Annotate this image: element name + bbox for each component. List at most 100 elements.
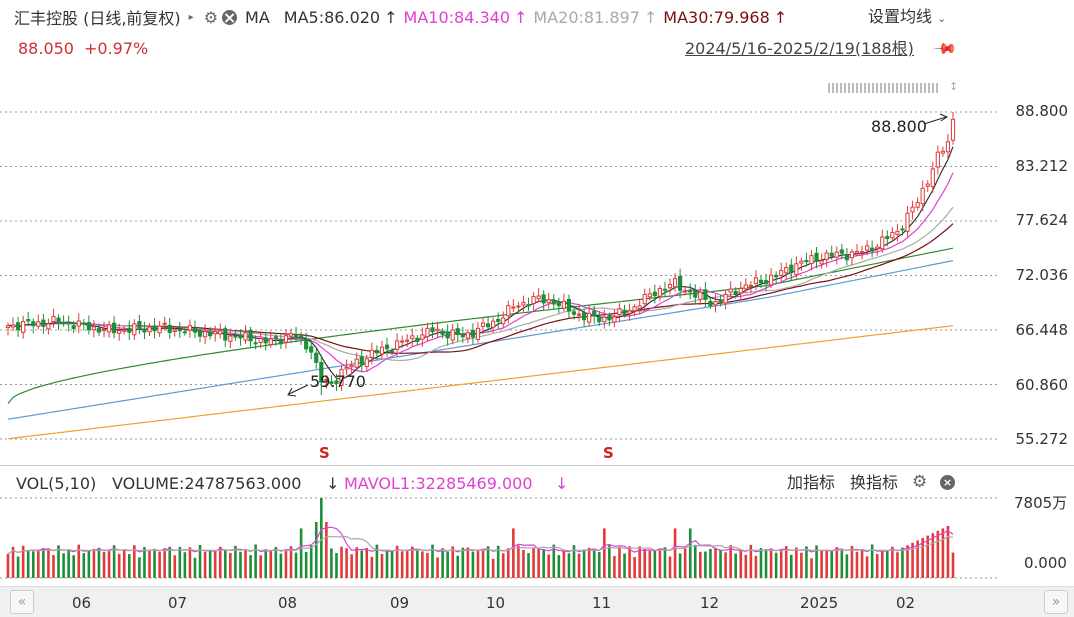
volume-bar [426,552,429,578]
volume-bar [845,554,849,578]
candle-up [5,325,11,329]
volume-bar [860,549,864,578]
volume-bar [522,549,525,578]
ma5-value: MA5:86.020 [283,7,381,27]
date-range[interactable]: 2024/5/16-2025/2/19(188根) [685,39,914,58]
volume-bar [901,547,904,578]
volume-bar [6,554,10,578]
volume-bar [416,550,419,578]
volume-bar [279,553,283,578]
ma-settings-button[interactable]: 设置均线 ⌄ [868,7,946,29]
volume-bar [21,545,25,578]
resize-arrow-icon[interactable]: ↕ [949,80,959,93]
volume-bar [784,546,788,578]
volume-bar [805,546,808,578]
candle-up [516,305,521,308]
candle-up [117,330,122,334]
scroll-left-button[interactable]: « [10,590,34,614]
s-marker-icon[interactable]: S [603,444,614,462]
candle-up [925,183,930,187]
volume-bar [789,554,793,578]
candle-up [768,274,774,286]
high-arrow [923,116,947,125]
candle-down [556,301,561,307]
scroll-right-button[interactable]: » [1044,590,1068,614]
volume-bar [491,558,495,578]
close-icon[interactable]: × [222,7,238,27]
moving-average-lines [7,146,954,440]
volume-bar [597,552,601,578]
ma20-arrow-icon: ↑ [643,7,658,27]
candle-down [56,317,61,324]
volume-bar [461,547,465,578]
volume-bar [592,549,596,578]
scroll-indicator[interactable] [828,83,940,93]
s-marker-icon[interactable]: S [319,444,330,462]
volume-bar [390,551,394,578]
volume-bar [714,547,717,578]
volume-bar [304,552,308,578]
candle-up [349,364,354,368]
volume-bar [562,550,566,578]
volume-bar [653,550,657,578]
volume-bar [133,545,136,578]
high-price-label: 88.800 [871,117,927,136]
candle-up [122,329,127,332]
candle-down [359,356,364,365]
add-indicator-button[interactable]: 加指标 [787,473,836,492]
volume-bar [31,551,35,578]
volume-bar [183,552,187,578]
close-icon[interactable]: × [940,475,955,490]
candle-down [455,328,460,336]
volume-bar [360,550,364,578]
volume-bar [638,546,641,578]
volume-bar [77,544,81,578]
play-triangle-icon[interactable]: ▸ [188,11,194,23]
candle-down [733,290,738,295]
volume-bar [476,549,480,578]
volume-bar [633,556,636,578]
volume-bar [37,549,40,578]
volume-bar [223,549,227,578]
price-axis-label: 60.860 [1015,376,1069,394]
candle-down [430,327,435,333]
candle-down [31,321,36,327]
volume-bar [395,545,399,578]
candle-up [147,326,152,333]
candle-down [319,361,324,383]
candle-down [389,350,395,353]
volume-bar [709,548,712,578]
volume-bar [97,547,101,578]
candle-up [713,301,718,306]
volume-bar [921,538,924,578]
candle-up [910,206,915,213]
gear-icon[interactable]: ⚙ [203,7,219,27]
candle-down [652,291,657,297]
volume-bar [446,551,449,578]
volume-bar [603,528,606,578]
volume-bar [405,551,409,578]
chart-header: 汇丰控股 (日线,前复权) ▸ ⚙ × MA MA5:86.020 ↑ MA10… [14,6,787,29]
switch-indicator-button[interactable]: 换指标 [850,473,899,492]
volume-bar [431,544,434,578]
gear-icon[interactable]: ⚙ [912,472,928,492]
volume-value: VOLUME:24787563.000 [112,474,302,493]
candle-up [480,322,486,327]
candle-down [718,300,723,303]
candle-up [101,328,107,331]
volume-bar [26,549,30,578]
candle-down [900,228,905,231]
volume-bar [769,548,773,578]
candle-down [96,327,102,333]
candle-up [854,251,860,254]
volume-bar [335,553,338,578]
candle-up [794,263,799,276]
candle-down [41,319,46,327]
candlesticks [5,112,956,396]
candle-down [597,316,602,323]
candle-down [278,339,283,345]
candle-up [920,187,925,205]
volume-bar [218,546,222,578]
stock-title[interactable]: 汇丰控股 (日线,前复权) [14,9,181,28]
